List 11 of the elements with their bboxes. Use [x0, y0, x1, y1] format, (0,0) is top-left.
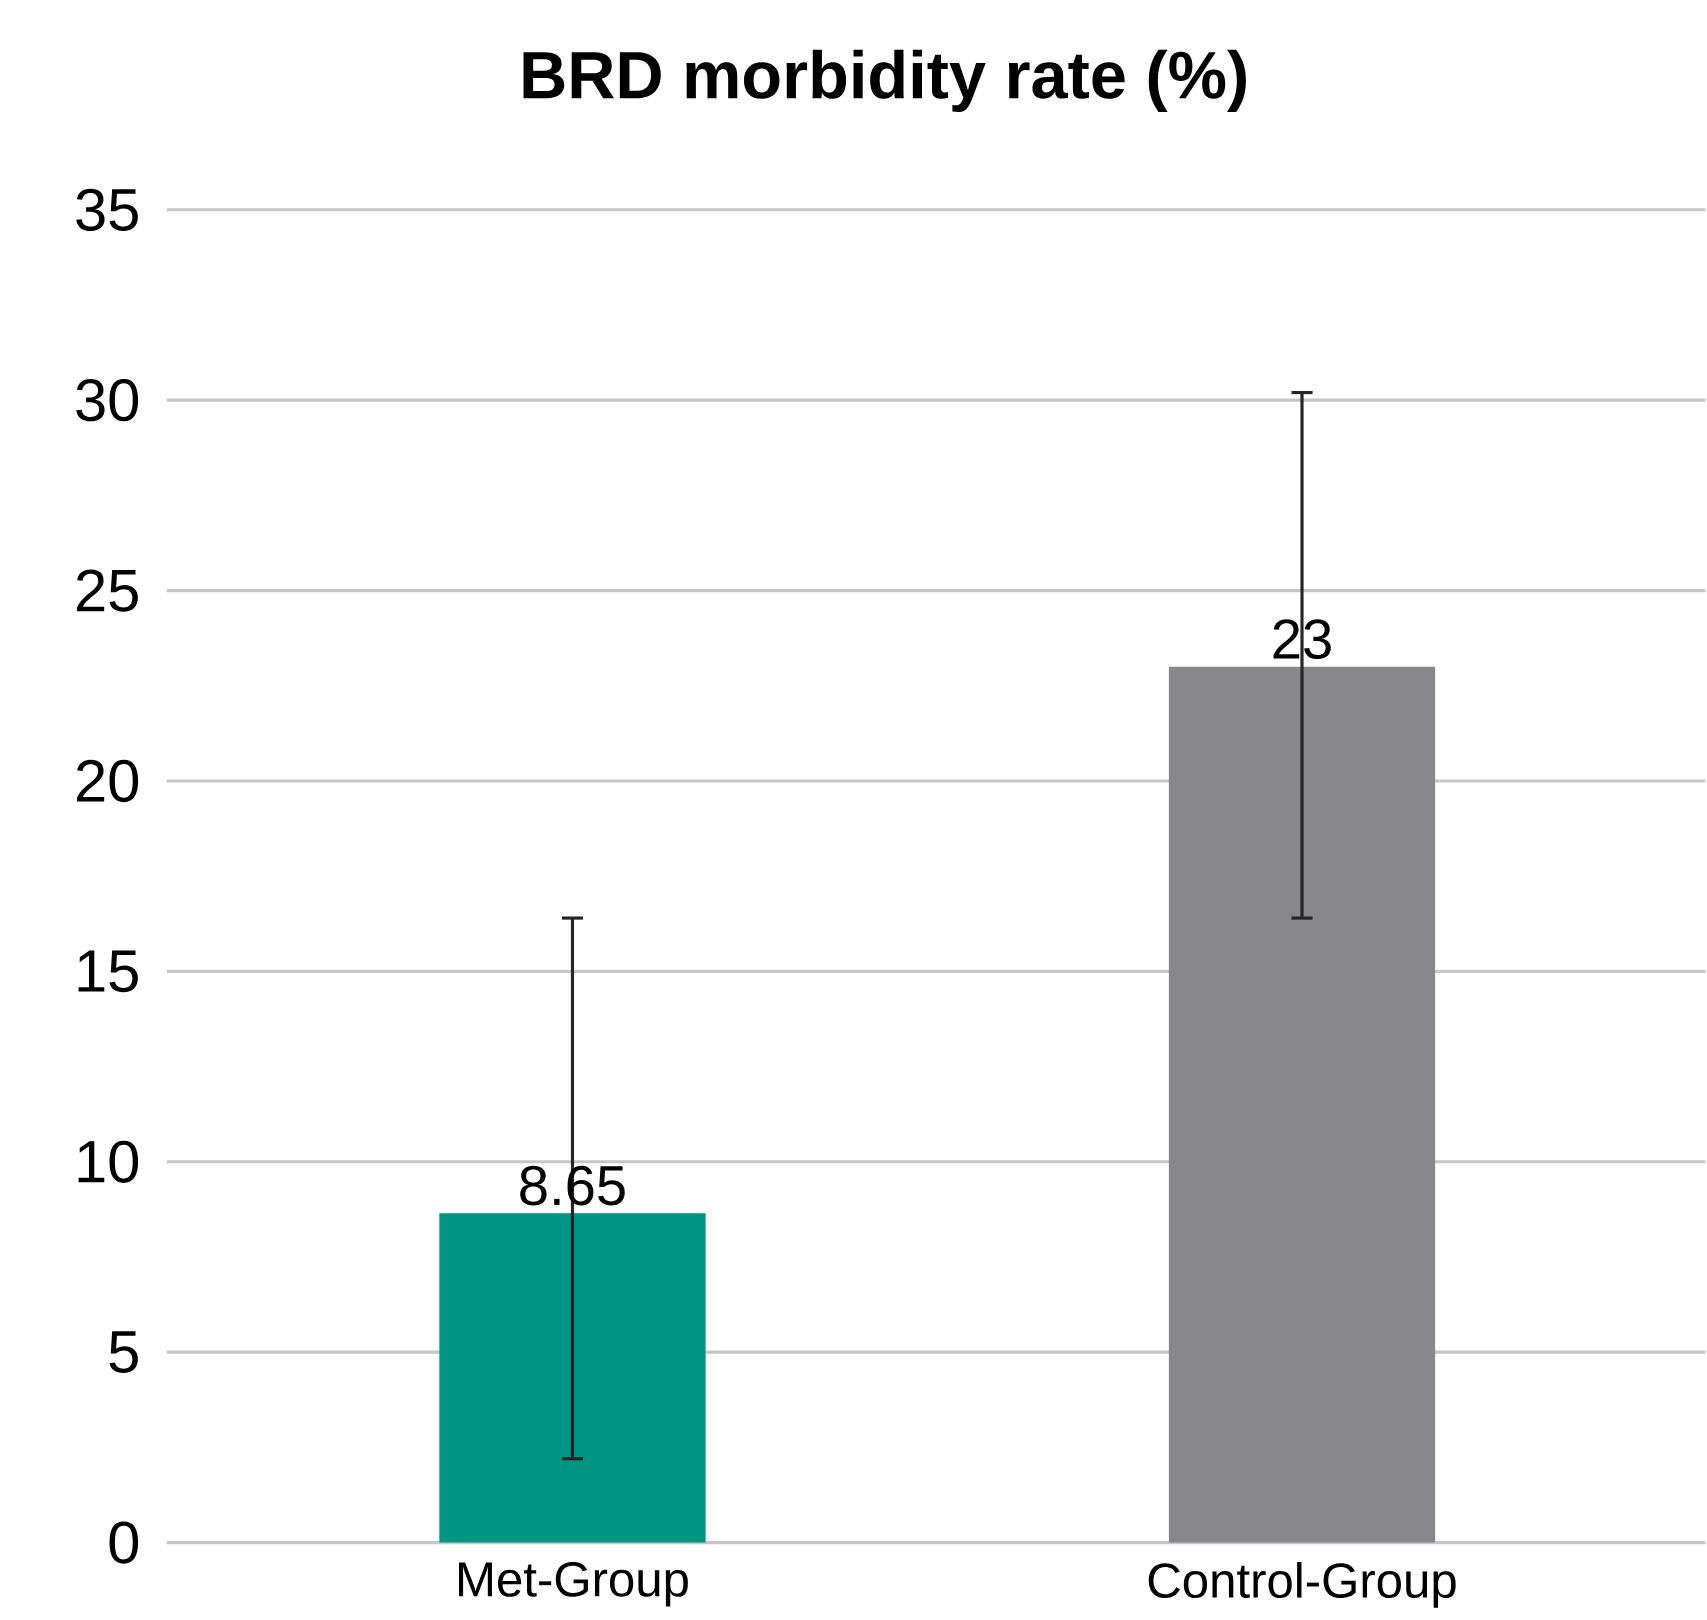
y-tick-label: 10: [78, 1140, 139, 1184]
y-tick-label: 20: [77, 760, 139, 803]
y-tick-label: 15: [78, 950, 138, 993]
y-tick-label: 0: [109, 1521, 139, 1564]
y-tick-label: 35: [76, 188, 138, 232]
chart-title: BRD morbidity rate (%): [523, 50, 1246, 113]
x-tick-label: Met-Group: [459, 1562, 688, 1607]
y-tick-label: 25: [77, 569, 138, 612]
x-tick-label: Control-Group: [1148, 1562, 1456, 1609]
y-tick-label: 30: [76, 379, 139, 422]
y-tick-label: 5: [109, 1331, 138, 1374]
